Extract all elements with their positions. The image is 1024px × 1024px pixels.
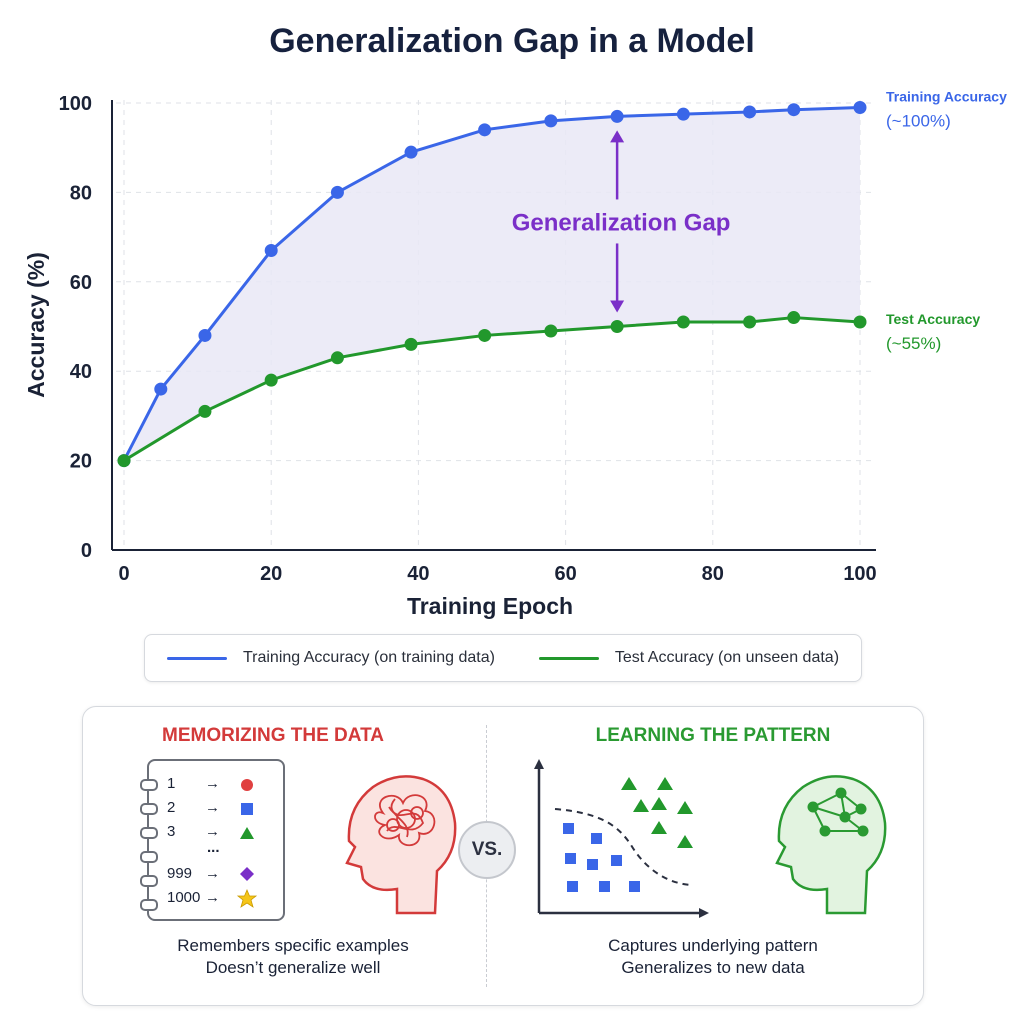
red-circle-icon (241, 779, 253, 791)
test-accuracy-point (853, 315, 867, 329)
notebook-ring (140, 803, 158, 815)
gap-arrowhead-up (610, 130, 625, 143)
training-accuracy-point (544, 114, 558, 128)
notebook-arrow: → (205, 865, 220, 882)
test-accuracy-point (404, 337, 418, 351)
green-triangle-icon (240, 827, 254, 839)
memorizing-caption: Remembers specific examples Doesn’t gene… (113, 935, 473, 979)
learning-caption-line-1: Captures underlying pattern (608, 936, 818, 955)
y-tick-label: 0 (81, 540, 92, 562)
gap-fill-area (124, 107, 860, 461)
training-accuracy-point (198, 328, 212, 342)
series-end-labels: Training Accuracy (~100%) Test Accuracy (~5… (886, 88, 1007, 353)
x-tick-label: 80 (702, 563, 724, 585)
notebook-ring (140, 779, 158, 791)
notebook-arrow: → (205, 889, 220, 906)
notebook-ring (140, 875, 158, 887)
training-accuracy-point (743, 105, 757, 119)
notebook-arrow: → (205, 799, 220, 816)
notebook-symbols (237, 779, 258, 908)
notebook-arrow: → (205, 823, 220, 840)
learning-caption-line-2: Generalizes to new data (621, 958, 805, 977)
training-accuracy-point (404, 145, 418, 159)
test-accuracy-point (198, 404, 212, 418)
y-tick-label: 20 (70, 451, 92, 473)
training-accuracy-point (264, 244, 278, 258)
test-accuracy-point (676, 315, 690, 329)
x-axis-label: Training Epoch (407, 593, 573, 619)
training-accuracy-point (853, 100, 867, 114)
x-tick-label: 40 (407, 563, 429, 585)
axes (111, 100, 876, 551)
gap-annotation: Generalization Gap (512, 130, 731, 313)
notebook-ring (140, 827, 158, 839)
purple-diamond-icon (240, 867, 254, 881)
training-accuracy-point (154, 382, 168, 396)
x-tick-label: 20 (260, 563, 282, 585)
vs-badge: VS. (458, 821, 516, 879)
memorizing-caption-line-1: Remembers specific examples (177, 936, 409, 955)
test-accuracy-point (743, 315, 757, 329)
chart-title: Generalization Gap in a Model (269, 22, 755, 60)
test-accuracy-point (117, 454, 131, 468)
y-tick-label: 80 (70, 182, 92, 204)
notebook-row-label: 2 (167, 799, 176, 816)
notebook-row-label: 1000 (167, 889, 201, 906)
legend: Training Accuracy (on training data) Tes… (144, 634, 862, 682)
test-accuracy-point (330, 351, 344, 365)
memorizing-title: MEMORIZING THE DATA (162, 725, 384, 746)
x-tick-label: 100 (843, 563, 876, 585)
notebook-arrow: → (205, 775, 220, 792)
notebook-row-label: 3 (167, 823, 176, 840)
training-accuracy-point (330, 185, 344, 199)
notebook-row-label: 999 (167, 865, 193, 882)
scatter-plot-icon (534, 759, 709, 918)
notebook-ring (140, 899, 158, 911)
gold-star-icon (237, 888, 258, 908)
tangled-brain-head-icon (345, 775, 457, 915)
legend-swatch-test (538, 656, 599, 660)
y-axis-label: Accuracy (%) (23, 252, 49, 398)
training-end-sublabel: (~100%) (886, 111, 951, 130)
training-accuracy-point (478, 123, 492, 137)
test-accuracy-point (478, 328, 492, 342)
test-end-sublabel: (~55%) (886, 334, 941, 353)
notebook-icon: 1 → 2 → 3 → ... 999 → 1000 → (140, 759, 285, 921)
training-accuracy-point (610, 109, 624, 123)
legend-item-test: Test Accuracy (on unseen data) (538, 649, 840, 667)
comparison-panel: MEMORIZING THE DATA LEARNING THE PATTERN… (82, 706, 924, 1006)
notebook-ring (140, 851, 158, 863)
line-chart: 0 20 40 60 80 100 0 20 40 60 80 100 Generalization … (23, 88, 1007, 619)
test-accuracy-point (787, 311, 801, 325)
test-accuracy-point (544, 324, 558, 338)
test-accuracy-line (123, 316, 861, 462)
x-tick-label: 60 (554, 563, 576, 585)
memorizing-caption-line-2: Doesn’t generalize well (205, 958, 381, 977)
gap-arrowhead-down (610, 300, 625, 313)
legend-swatch-train (166, 656, 227, 660)
learning-title: LEARNING THE PATTERN (595, 725, 831, 746)
network-brain-head-icon (775, 775, 887, 915)
test-accuracy-point (264, 373, 278, 387)
test-accuracy-point (610, 320, 624, 333)
training-end-label: Training Accuracy (886, 88, 1007, 104)
learning-caption: Captures underlying pattern Generalizes … (513, 935, 913, 979)
legend-label-train: Training Accuracy (on training data) (242, 649, 495, 666)
test-end-label: Test Accuracy (886, 311, 980, 327)
y-tick-label: 40 (70, 361, 92, 383)
notebook-row-label: 1 (167, 775, 176, 792)
y-tick-label: 60 (70, 272, 92, 294)
gap-annotation-label: Generalization Gap (512, 209, 731, 236)
training-accuracy-point (787, 103, 801, 117)
notebook-ellipsis: ... (207, 839, 220, 856)
series-layer (117, 100, 867, 468)
legend-item-train: Training Accuracy (on training data) (166, 649, 495, 667)
y-tick-label: 100 (59, 93, 92, 115)
legend-label-test: Test Accuracy (on unseen data) (614, 649, 840, 666)
x-tick-label: 0 (118, 563, 129, 585)
training-accuracy-point (676, 107, 690, 121)
ticks: 0 20 40 60 80 100 0 20 40 60 80 100 (59, 93, 877, 585)
blue-square-icon (241, 803, 253, 815)
